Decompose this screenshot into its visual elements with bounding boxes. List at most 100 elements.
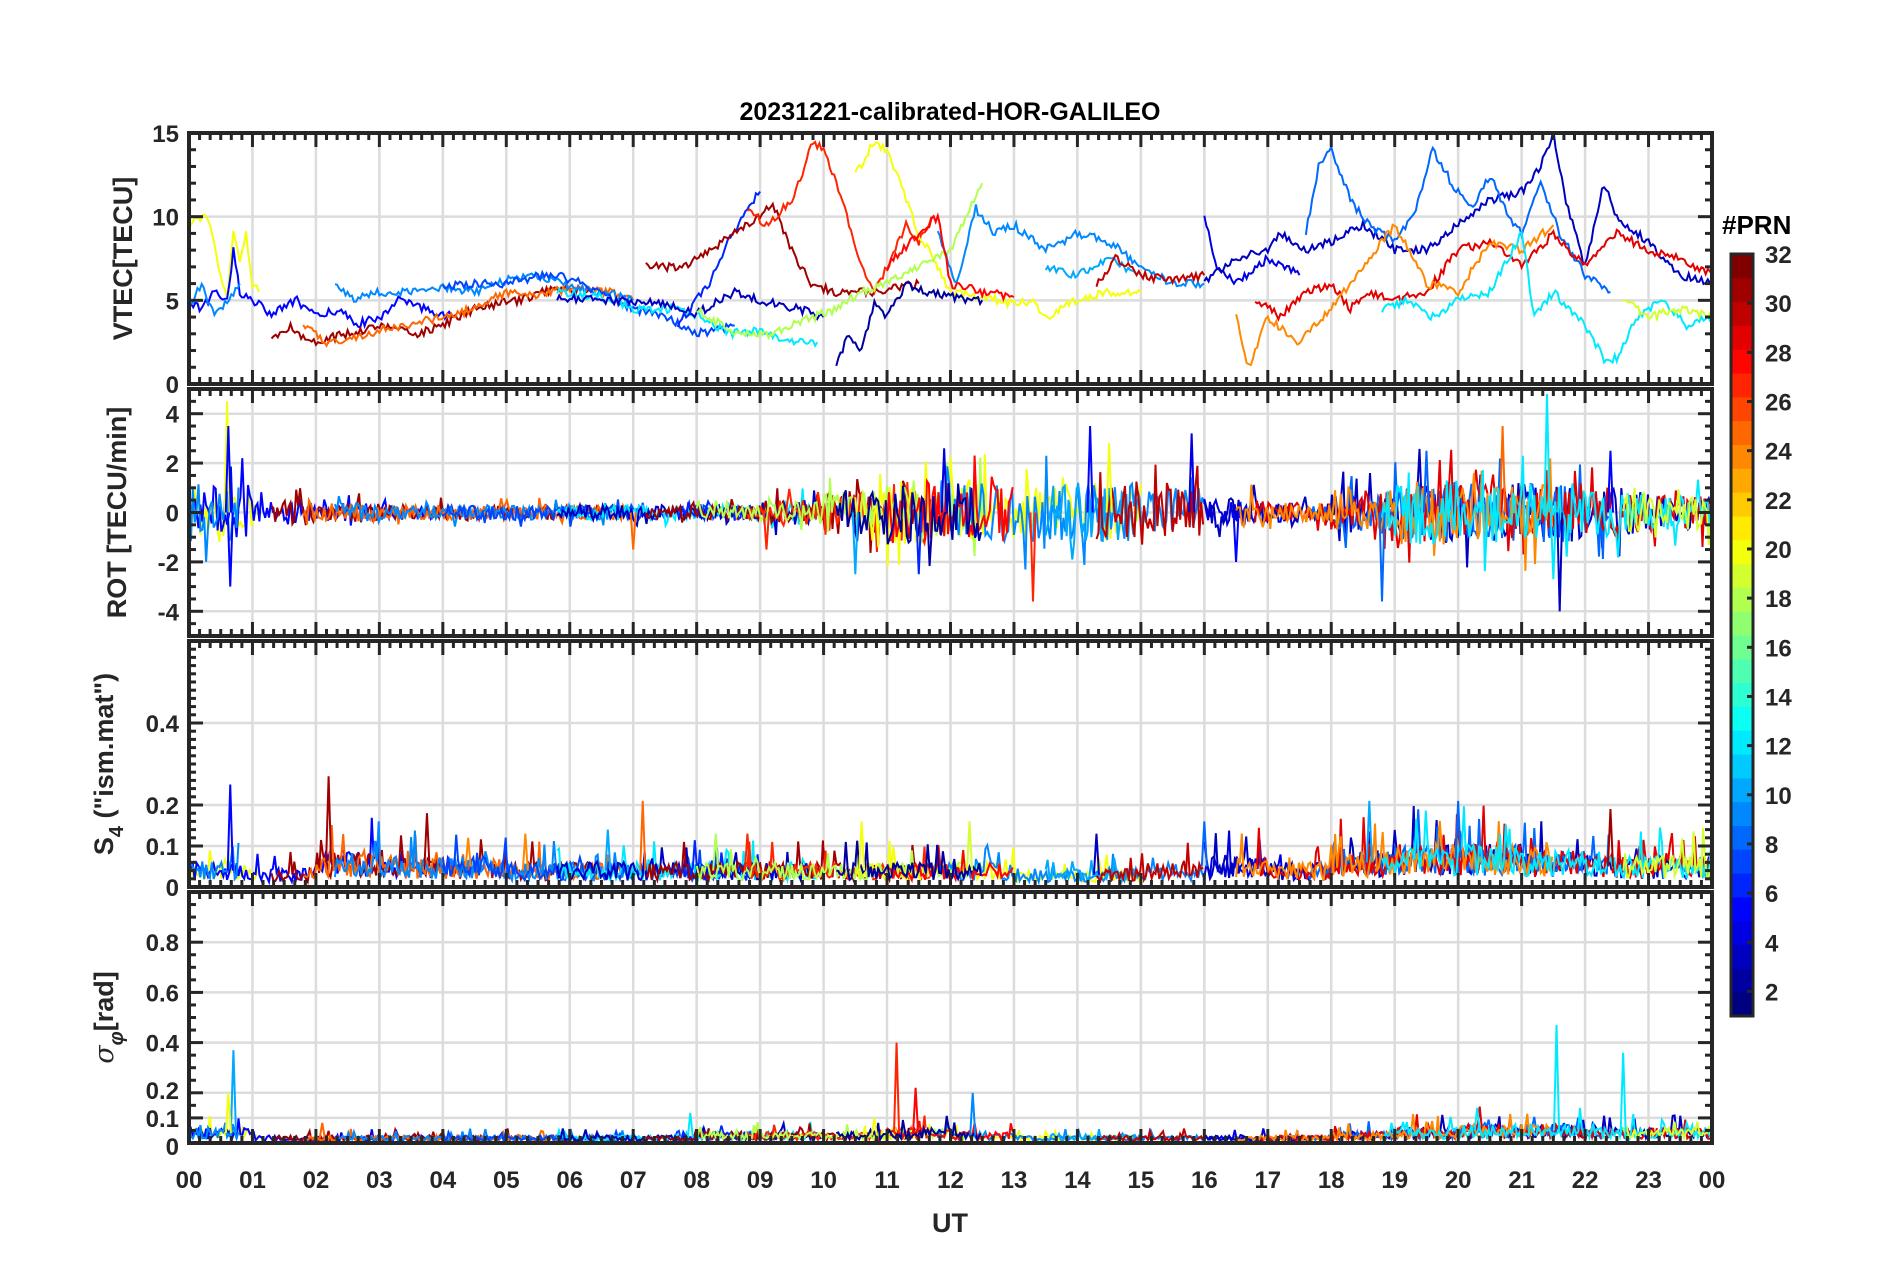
x-tick-label: 04 [429,1167,456,1194]
colorbar-swatch-prn-19 [1731,563,1753,588]
colorbar-tick-label: 28 [1765,340,1792,367]
colorbar-tick-label: 14 [1765,684,1792,711]
colorbar-swatch-prn-23 [1731,468,1753,493]
colorbar-swatch-prn-10 [1731,777,1753,803]
colorbar-swatch-prn-22 [1731,492,1753,517]
y-tick-label: 0.8 [146,930,179,957]
s4-series-prn-27 [746,841,931,883]
vtec-series-prn-4 [1203,215,1301,286]
s4-spike [325,776,333,863]
vtec-series-prn-9 [334,272,634,306]
panel-s4: 0 0.1 0.2 0.4 S4 ("ism.mat") [89,639,1714,902]
vtec-series-prn-9 [936,204,1205,290]
y-label-subscript: 4 [106,825,128,837]
x-tick-label: 03 [366,1167,393,1194]
x-tick-label: 01 [239,1167,266,1194]
sigma-spike [318,1122,326,1139]
sigma-spike [893,1042,901,1133]
colorbar-tick-label: 22 [1765,488,1792,515]
y-tick-label: 0 [166,372,179,399]
colorbar-swatch-prn-31 [1731,277,1753,303]
vtec-y-axis-label: VTEC[TECU] [108,177,138,341]
s4-series-prn-2 [836,840,982,883]
vtec-series-prn-28 [886,212,1015,303]
y-tick-label: 0 [166,1134,179,1161]
y-tick-label: 0.2 [146,1078,179,1105]
rot-y-axis-label: ROT [TECU/min] [102,407,132,618]
colorbar-swatch-prn-20 [1731,539,1753,565]
panel-rot: -4 -2 0 2 4 ROT [TECU/min] [102,387,1714,638]
s4-spike [1606,809,1615,867]
x-tick-label: 13 [1001,1167,1028,1194]
sigma-spike [1473,1107,1481,1131]
rot-spike [1499,426,1507,513]
vtec-series-prn-18 [696,182,984,341]
data-traces [189,393,1712,612]
x-tick-label: 20 [1445,1167,1472,1194]
x-tick-label: 06 [556,1167,583,1194]
y-label-rest: ("ism.mat") [89,673,119,826]
y-tick-label: 4 [166,402,180,429]
colorbar-swatch-prn-24 [1731,444,1753,469]
panel-sigma: 00.10.2 0.4 0.6 0.8 σφ[rad] [89,890,1714,1161]
colorbar-swatch-prn-4 [1731,920,1753,946]
colorbar-swatch-prn-30 [1731,301,1753,326]
y-tick-label: 0 [166,875,179,902]
y-tick-label: 10 [152,205,179,232]
x-tick-label: 19 [1381,1167,1408,1194]
x-tick-label: 14 [1064,1167,1091,1194]
colorbar-label: #PRN [1722,210,1791,240]
s4-spike [1454,800,1462,859]
colorbar-swatch-prn-28 [1731,349,1753,374]
colorbar-tick-label: 30 [1765,291,1792,318]
colorbar-tick-label: 26 [1765,389,1792,416]
rot-spike [629,512,637,550]
colorbar-swatch-prn-5 [1731,896,1753,922]
y-tick-label: 0.2 [146,793,179,820]
x-axis-label: UT [932,1208,968,1238]
colorbar-tick-label: 6 [1765,881,1778,908]
vtec-series-prn-6 [676,191,761,328]
s4-spike [858,821,866,871]
s4-spike [743,833,751,871]
sigma-spike [870,1117,878,1136]
s4-spike [1365,800,1373,863]
colorbar-swatch-prn-16 [1731,635,1753,660]
rot-spike [851,512,859,575]
y-tick-label: 0 [166,501,179,528]
colorbar-tick-label: 4 [1765,930,1779,957]
s4-spike [464,837,472,867]
rot-spike [1086,426,1094,513]
colorbar-tick-label: 2 [1765,979,1778,1006]
colorbar-swatch-prn-3 [1731,944,1753,969]
rot-spike [224,426,232,513]
colorbar-swatch-prn-25 [1731,420,1753,445]
colorbar-frame [1729,252,1755,1018]
vtec-series-prn-7 [441,269,735,338]
s4-series-prn-10 [1044,857,1142,885]
rot-spike [915,512,923,575]
x-tick-label: 12 [937,1167,964,1194]
x-tick-label: 15 [1128,1167,1155,1194]
x-tick-label: 07 [620,1167,647,1194]
rot-series-prn-19 [1622,487,1712,546]
x-tick-label: 05 [493,1167,520,1194]
y-tick-label: 2 [166,451,179,478]
colorbar-tick-label: 24 [1765,439,1792,466]
vtec-series-prn-31 [645,201,920,299]
s4-spike [423,813,431,867]
colorbar-swatch-prn-1 [1731,992,1753,1017]
y-tick-label: 0.4 [146,711,180,738]
chart-title: 20231221-calibrated-HOR-GALILEO [740,98,1161,126]
y-label-main: S [89,837,119,855]
colorbar-tick-label: 8 [1765,832,1778,859]
y-tick-label: 5 [166,288,179,315]
vtec-series-prn-5 [189,247,456,330]
rot-spike [762,512,771,550]
x-tick-label: 09 [747,1167,774,1194]
colorbar-swatch-prn-17 [1731,611,1753,636]
rot-spike [226,512,234,587]
vtec-series-prn-3 [556,286,825,321]
